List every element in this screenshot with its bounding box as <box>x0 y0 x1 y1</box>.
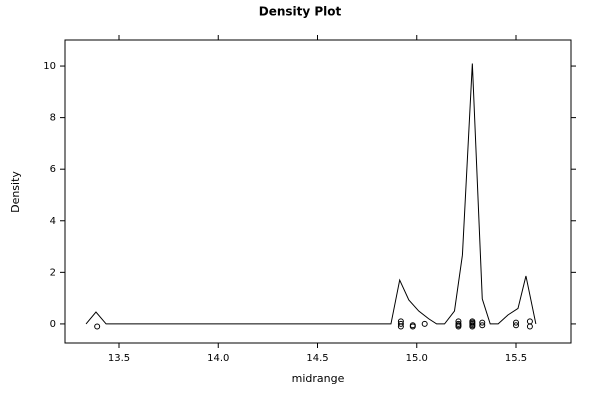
rug-point <box>469 323 476 330</box>
x-tick-label: 15.0 <box>406 353 428 364</box>
rug-point <box>513 319 520 326</box>
rug-point <box>479 319 486 326</box>
y-tick-label: 0 <box>50 319 56 330</box>
rug-point <box>479 322 486 329</box>
rug-point <box>94 323 101 330</box>
x-axis-label: midrange <box>292 372 345 385</box>
x-tick-label: 15.5 <box>505 353 527 364</box>
density-line <box>85 63 537 325</box>
rug-point <box>397 320 404 327</box>
rug-point <box>455 323 462 330</box>
rug-point <box>409 323 416 330</box>
rug-point <box>513 322 520 329</box>
y-tick-label: 6 <box>50 164 56 175</box>
x-tick-label: 14.0 <box>207 353 229 364</box>
y-tick-label: 8 <box>50 113 56 124</box>
y-tick-label: 4 <box>50 216 56 227</box>
y-tick-label: 10 <box>43 61 56 72</box>
chart-title: Density Plot <box>259 5 342 19</box>
y-axis-label: Density <box>9 171 22 213</box>
x-tick-label: 14.5 <box>306 353 328 364</box>
rug-point <box>397 323 404 330</box>
rug-point <box>421 320 428 327</box>
x-tick-label: 13.5 <box>108 353 130 364</box>
rug-point <box>526 323 533 330</box>
y-tick-label: 2 <box>50 267 56 278</box>
